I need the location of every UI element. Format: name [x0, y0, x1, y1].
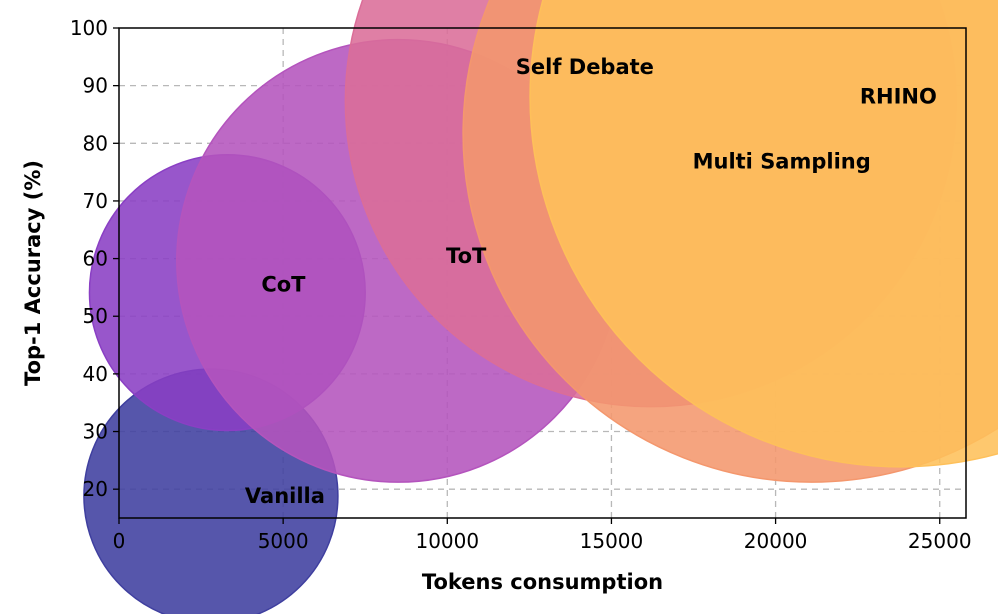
label-vanilla: Vanilla	[245, 484, 325, 508]
x-tick-label: 5000	[258, 529, 309, 553]
y-tick-label: 20	[83, 477, 108, 501]
y-tick-label: 50	[83, 304, 108, 328]
y-tick-label: 70	[83, 189, 108, 213]
x-tick-label: 15000	[580, 529, 644, 553]
plot-frame	[118, 27, 967, 519]
label-multi-sampling: Multi Sampling	[693, 149, 871, 173]
y-tick-label: 90	[83, 74, 108, 98]
y-tick-label: 60	[83, 247, 108, 271]
y-tick-label: 30	[83, 420, 108, 444]
x-tick-label: 20000	[744, 529, 808, 553]
label-self-debate: Self Debate	[516, 55, 654, 79]
y-tick-label: 40	[83, 362, 108, 386]
x-tick-label: 10000	[415, 529, 479, 553]
x-axis-title: Tokens consumption	[422, 570, 663, 594]
y-axis-title: Top-1 Accuracy (%)	[21, 160, 45, 386]
bubbles	[83, 0, 998, 614]
x-tick-label: 0	[113, 529, 126, 553]
label-cot: CoT	[261, 273, 306, 297]
point-labels: Vanilla CoT ToT Self Debate Multi Sampling RH…	[245, 55, 937, 508]
y-tick-label: 80	[83, 131, 108, 155]
label-tot: ToT	[446, 244, 487, 268]
label-rhino: RHINO	[860, 85, 937, 109]
bubble-rhino	[529, 0, 998, 468]
x-tick-label: 25000	[908, 529, 972, 553]
y-tick-label: 100	[70, 16, 108, 40]
axis-ticks: 0 5000 10000 15000 20000 25000 20 30 40 50 60 70 80 9…	[70, 16, 972, 553]
